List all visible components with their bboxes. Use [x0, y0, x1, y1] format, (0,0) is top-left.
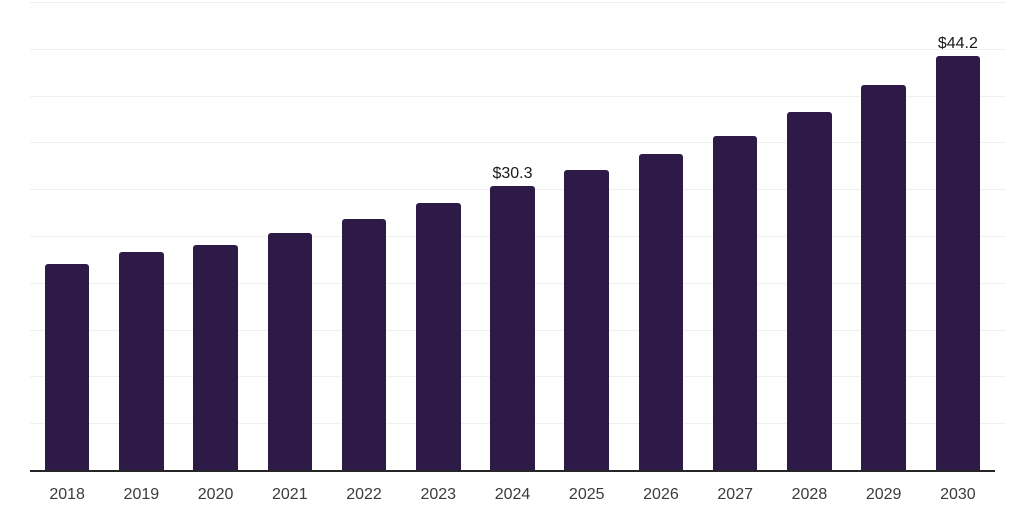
bar-2029	[861, 85, 906, 470]
x-tick-2030: 2030	[940, 486, 976, 503]
bar-value-label-2030: $44.2	[937, 35, 978, 53]
x-tick-2021: 2021	[272, 486, 308, 503]
x-tick-2018: 2018	[49, 486, 85, 503]
bar-2024	[490, 186, 535, 470]
bar-2021	[267, 233, 313, 470]
bar-2026	[638, 153, 684, 470]
x-tick-2022: 2022	[346, 486, 382, 503]
gridline-40	[30, 95, 1006, 97]
x-tick-2020: 2020	[197, 486, 234, 503]
x-tick-2027: 2027	[717, 486, 753, 503]
x-tick-2029: 2029	[865, 486, 902, 503]
gridline-35	[30, 142, 1006, 144]
x-axis-line	[30, 470, 995, 472]
bar-2020	[193, 245, 238, 470]
x-tick-2025: 2025	[568, 486, 605, 503]
gridline-50	[30, 2, 1006, 3]
bar-2018	[44, 264, 90, 470]
x-tick-2023: 2023	[420, 486, 457, 503]
bar-2022	[341, 219, 387, 470]
gridline-45	[30, 48, 1006, 50]
bar-2025	[564, 169, 609, 470]
x-tick-2028: 2028	[791, 486, 828, 503]
bar-2019	[119, 251, 164, 470]
bar-2027	[712, 135, 758, 470]
bar-2028	[787, 112, 832, 470]
x-tick-2019: 2019	[123, 486, 160, 503]
bar-2030	[935, 56, 981, 470]
bar-value-label-2024: $30.3	[492, 165, 533, 183]
x-tick-2026: 2026	[643, 486, 679, 503]
bar-2023	[416, 203, 461, 470]
x-tick-2024: 2024	[494, 486, 531, 503]
